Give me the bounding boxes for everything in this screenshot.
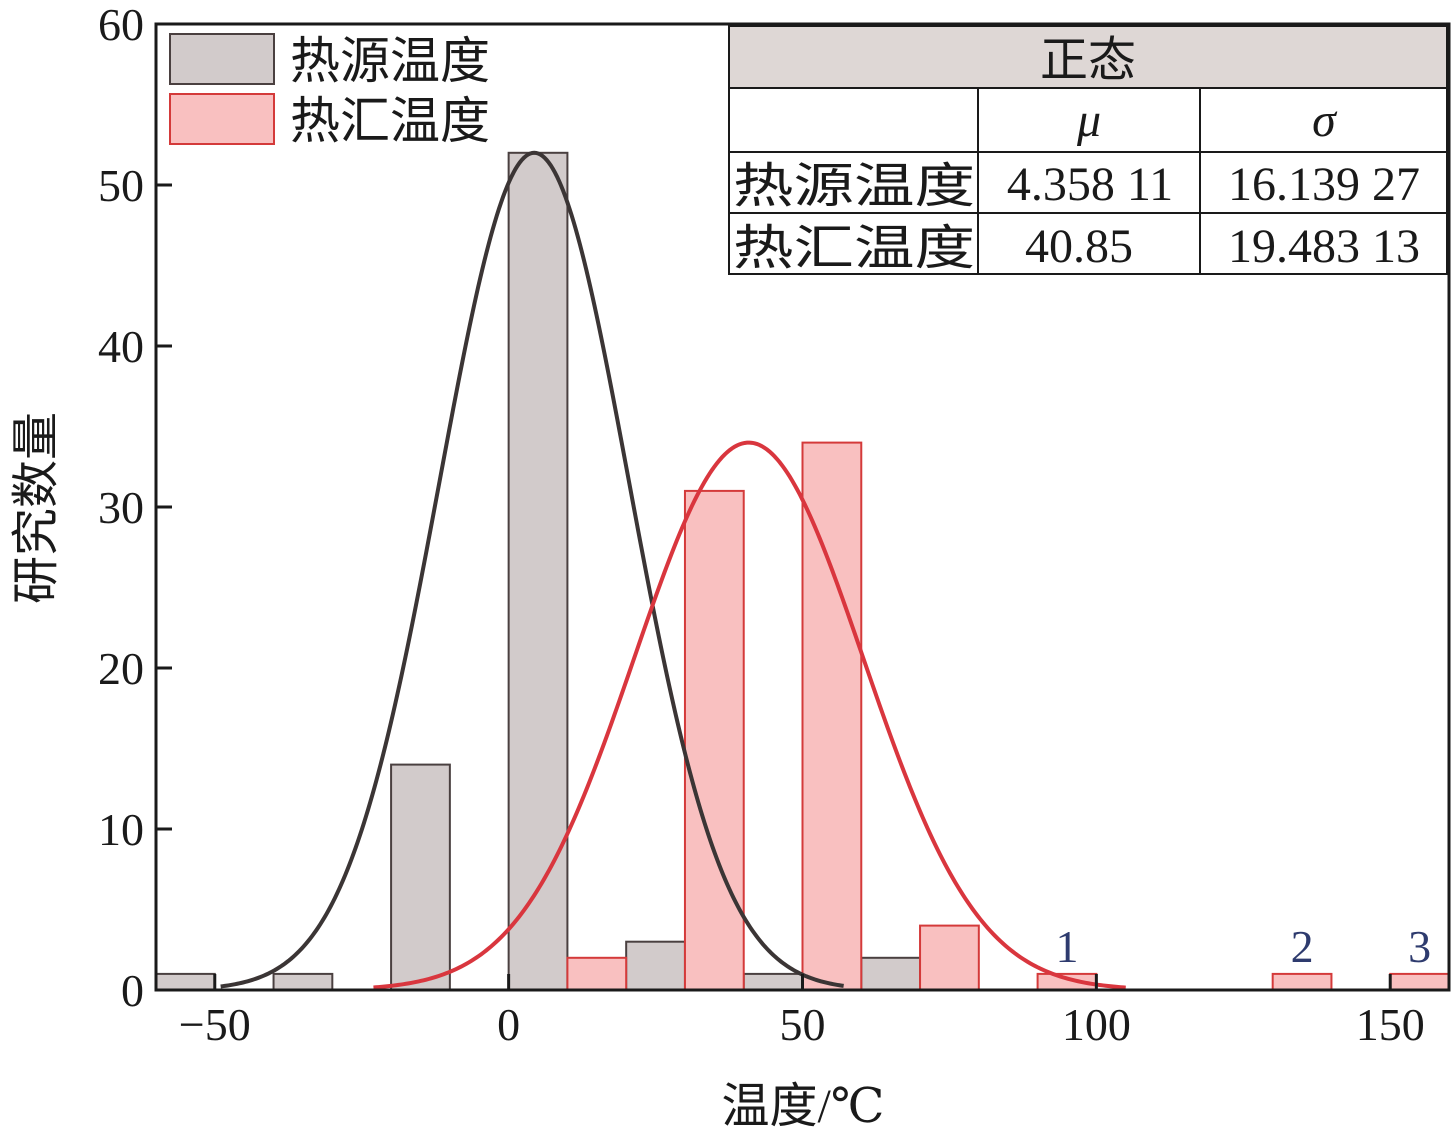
bar-heat-sink-1: [683, 489, 745, 991]
table-header-sigma: σ: [1312, 94, 1338, 147]
x-ticks: −50 0 50 100 150: [179, 974, 1425, 1050]
bar-heat-source-2: [390, 763, 451, 991]
curves-layer: [220, 150, 1126, 990]
x-axis-title: 温度/℃: [721, 1080, 884, 1133]
x-tick-label: 0: [497, 999, 520, 1050]
fit-curve-heat-sink: [373, 440, 1126, 990]
bar-heat-source-1: [272, 972, 334, 992]
table-cell-sigma-heat-sink: 19.483 13: [1228, 220, 1420, 273]
fit-curve-heat-source: [220, 150, 844, 989]
y-ticks: 0 10 20 30 40 50 60: [98, 0, 172, 1016]
bar-heat-sink-3: [919, 924, 980, 991]
y-tick-label: 60: [98, 0, 144, 50]
x-tick-label: 50: [780, 999, 826, 1050]
table-cell-sigma-heat-source: 16.139 27: [1228, 158, 1420, 211]
bar-annotation: 2: [1291, 921, 1314, 972]
y-tick-label: 0: [121, 965, 144, 1016]
y-axis-title: 研究数量: [10, 412, 63, 604]
table-row-label-heat-source: 热源温度: [733, 160, 975, 213]
bar-heat-sink-6: [1389, 972, 1451, 992]
bar-annotation: 3: [1408, 921, 1431, 972]
table-cell-mu-heat-source: 4.358 11: [1007, 158, 1173, 211]
bar-annotations: 1 2 3: [1055, 921, 1431, 972]
bar-heat-source-0: [155, 972, 216, 992]
y-tick-label: 30: [98, 482, 144, 533]
y-tick-label: 20: [98, 643, 144, 694]
table-row-label-heat-sink: 热汇温度: [733, 222, 975, 275]
y-tick-label: 50: [98, 160, 144, 211]
y-tick-label: 10: [98, 804, 144, 855]
bar-heat-sink-0: [566, 956, 628, 991]
bar-heat-sink-2: [801, 441, 863, 992]
stats-table: 正态 μ σ 热源温度 4.358 11 16.139 27 热汇温度 40.8…: [728, 25, 1448, 275]
legend-label-heat-source: 热源温度: [290, 33, 490, 89]
y-tick-label: 40: [98, 321, 144, 372]
legend-swatch-heat-source: [169, 33, 275, 85]
table-title-bg: [729, 26, 1447, 88]
table-header-mu: μ: [1076, 94, 1101, 147]
bar-heat-source-3: [507, 151, 569, 992]
x-tick-label: 100: [1062, 999, 1131, 1050]
legend-label-heat-sink: 热汇温度: [290, 93, 490, 149]
table-title: 正态: [1040, 34, 1136, 87]
bar-heat-source-6: [860, 956, 922, 991]
legend-swatch-heat-sink: [169, 93, 275, 145]
bar-heat-sink-5: [1271, 972, 1333, 992]
bar-heat-source-4: [625, 940, 686, 992]
table-cell-mu-heat-sink: 40.85: [1025, 220, 1133, 273]
bar-heat-source-5: [742, 972, 804, 992]
x-tick-label: −50: [179, 999, 251, 1050]
bar-annotation: 1: [1055, 921, 1078, 972]
x-tick-label: 150: [1356, 999, 1425, 1050]
table-border: [728, 25, 1448, 275]
legend: 热源温度 热汇温度: [169, 33, 490, 149]
